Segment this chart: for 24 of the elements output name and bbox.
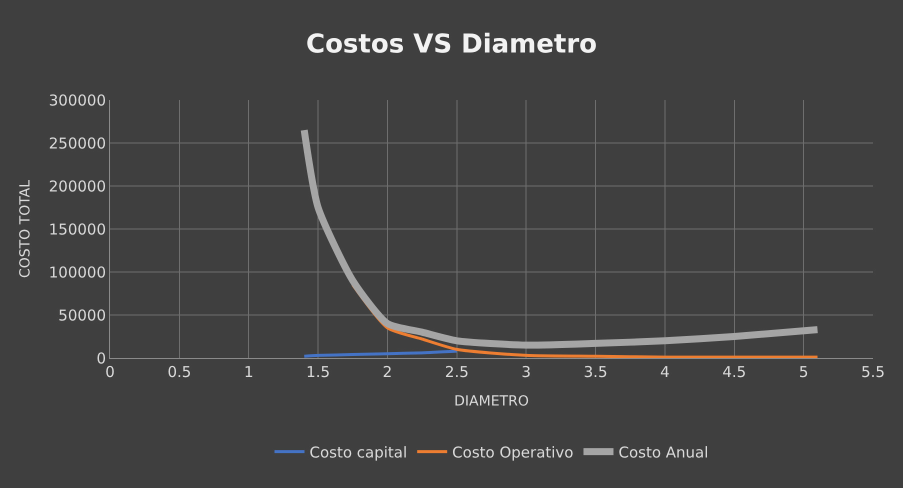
legend-label: Costo Operativo (452, 444, 574, 462)
x-tick-label: 1 (244, 363, 254, 381)
x-tick-label: 3 (521, 363, 531, 381)
x-tick-label: 4 (660, 363, 670, 381)
legend-label: Costo Anual (618, 444, 708, 462)
chart-title: Costos VS Diametro (306, 29, 598, 60)
y-tick-label: 300000 (48, 91, 106, 110)
x-tick-label: 5.5 (861, 363, 885, 381)
y-tick-label: 150000 (48, 220, 106, 238)
y-tick-label: 250000 (48, 134, 106, 152)
x-tick-label: 2 (382, 363, 392, 381)
x-tick-label: 4.5 (722, 363, 746, 381)
x-axis-title: DIAMETRO (454, 393, 529, 410)
x-tick-label: 0.5 (167, 363, 192, 381)
y-tick-label: 50000 (58, 306, 106, 324)
legend-label: Costo capital (310, 444, 408, 462)
y-tick-label: 0 (96, 349, 106, 368)
x-tick-label: 3.5 (584, 363, 608, 381)
y-axis-title: COSTO TOTAL (17, 180, 34, 278)
y-tick-label: 200000 (48, 177, 106, 196)
x-tick-label: 2.5 (444, 363, 469, 381)
x-tick-label: 5 (798, 363, 808, 381)
y-tick-label: 100000 (48, 263, 106, 282)
x-tick-label: 1.5 (306, 363, 330, 381)
